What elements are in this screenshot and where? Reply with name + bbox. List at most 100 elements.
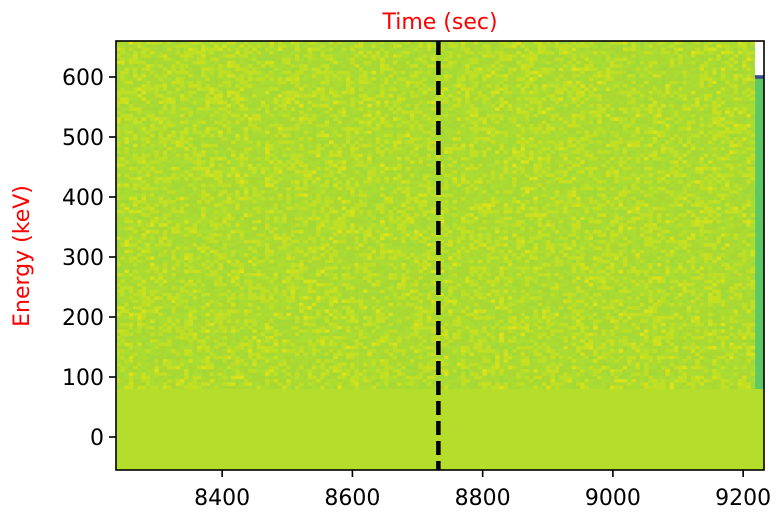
heatmap-cell	[171, 147, 176, 151]
heatmap-cell	[311, 163, 317, 168]
heatmap-cell	[473, 170, 479, 174]
heatmap-cell	[652, 70, 658, 75]
heatmap-cell	[320, 130, 325, 135]
heatmap-cell	[699, 160, 705, 164]
heatmap-cell	[120, 80, 125, 85]
heatmap-cell	[461, 117, 466, 121]
heatmap-cell	[473, 77, 479, 82]
heatmap-cell	[384, 176, 389, 181]
heatmap-cell	[588, 97, 594, 101]
heatmap-cell	[750, 50, 756, 55]
heatmap-cell	[546, 173, 551, 178]
heatmap-cell	[725, 133, 730, 138]
heatmap-cell	[690, 60, 696, 65]
heatmap-cell	[512, 60, 517, 65]
heatmap-cell	[669, 57, 675, 62]
heatmap-cell	[222, 84, 228, 88]
heatmap-cell	[150, 84, 155, 88]
heatmap-cell	[252, 41, 257, 45]
heatmap-cell	[354, 77, 360, 82]
heatmap-cell	[397, 94, 402, 98]
heatmap-cell	[324, 176, 330, 181]
heatmap-cell	[746, 103, 751, 108]
heatmap-cell	[184, 97, 189, 101]
heatmap-cell	[137, 173, 142, 178]
heatmap-cell	[486, 163, 492, 168]
heatmap-cell	[550, 143, 555, 148]
heatmap-cell	[158, 54, 164, 58]
heatmap-cell	[533, 186, 538, 191]
heatmap-cell	[380, 50, 385, 55]
heatmap-cell	[133, 153, 138, 158]
heatmap-cell	[409, 173, 415, 178]
heatmap-cell	[116, 166, 121, 171]
heatmap-cell	[635, 166, 641, 171]
heatmap-cell	[273, 47, 279, 52]
heatmap-cell	[184, 70, 189, 75]
heatmap-cell	[516, 113, 521, 118]
heatmap-cell	[648, 186, 653, 191]
heatmap-cell	[473, 74, 479, 78]
heatmap-cell	[294, 140, 300, 145]
heatmap-cell	[333, 87, 338, 92]
heatmap-cell	[299, 137, 304, 141]
heatmap-cell	[116, 150, 121, 154]
heatmap-cell	[162, 137, 168, 141]
heatmap-cell	[209, 117, 215, 121]
heatmap-cell	[145, 120, 151, 125]
heatmap-cell	[294, 153, 300, 158]
heatmap-cell	[320, 186, 325, 191]
heatmap-cell	[588, 140, 594, 145]
heatmap-cell	[414, 80, 419, 85]
heatmap-cell	[290, 77, 296, 82]
heatmap-cell	[533, 127, 538, 131]
heatmap-cell	[524, 57, 530, 62]
heatmap-cell	[669, 100, 675, 105]
heatmap-cell	[248, 170, 253, 174]
heatmap-cell	[243, 123, 249, 128]
heatmap-cell	[290, 87, 296, 92]
heatmap-cell	[507, 64, 513, 68]
heatmap-cell	[486, 123, 492, 128]
heatmap-cell	[690, 41, 696, 45]
heatmap-cell	[461, 147, 466, 151]
heatmap-cell	[746, 77, 751, 82]
heatmap-cell	[571, 64, 577, 68]
heatmap-cell	[179, 147, 185, 151]
heatmap-cell	[380, 166, 385, 171]
heatmap-cell	[512, 183, 517, 188]
heatmap-cell	[265, 160, 270, 164]
heatmap-cell	[358, 127, 364, 131]
heatmap-cell	[495, 166, 500, 171]
heatmap-cell	[439, 107, 445, 111]
heatmap-cell	[656, 180, 662, 184]
heatmap-cell	[154, 47, 159, 52]
heatmap-cell	[550, 186, 555, 191]
heatmap-cell	[627, 147, 632, 151]
heatmap-cell	[422, 54, 428, 58]
heatmap-cell	[328, 87, 334, 92]
heatmap-cell	[490, 183, 496, 188]
heatmap-cell	[162, 117, 168, 121]
heatmap-cell	[277, 123, 283, 128]
heatmap-cell	[682, 147, 688, 151]
heatmap-cell	[512, 44, 517, 48]
heatmap-cell	[286, 87, 291, 92]
heatmap-cell	[401, 50, 406, 55]
heatmap-cell	[490, 70, 496, 75]
heatmap-cell	[690, 50, 696, 55]
heatmap-cell	[571, 170, 577, 174]
heatmap-cell	[652, 103, 658, 108]
heatmap-cell	[456, 103, 462, 108]
heatmap-cell	[563, 80, 568, 85]
heatmap-cell	[367, 173, 372, 178]
heatmap-cell	[652, 120, 658, 125]
heatmap-cell	[516, 103, 521, 108]
heatmap-cell	[605, 41, 611, 45]
heatmap-cell	[201, 50, 206, 55]
heatmap-cell	[499, 113, 504, 118]
heatmap-cell	[448, 157, 453, 161]
heatmap-cell	[282, 110, 287, 115]
heatmap-cell	[380, 170, 385, 174]
heatmap-cell	[690, 120, 696, 125]
